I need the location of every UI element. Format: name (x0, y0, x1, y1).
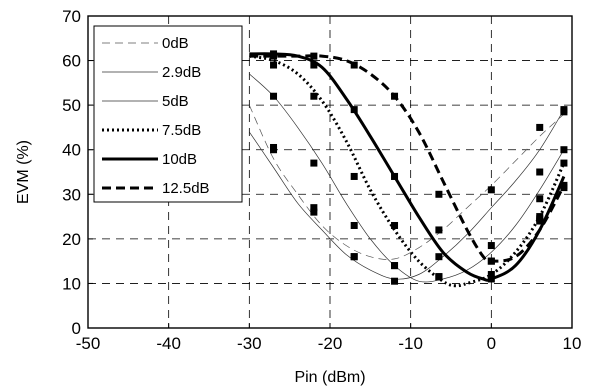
series-line-3 (249, 54, 566, 288)
legend-label: 0dB (162, 35, 189, 52)
x-tick-label: -40 (156, 334, 181, 353)
legend-label: 10dB (162, 151, 197, 168)
data-point-marker (536, 123, 544, 131)
data-point-marker (560, 146, 568, 154)
x-tick-label: -10 (398, 334, 423, 353)
data-point-marker (350, 221, 358, 229)
data-point-marker (560, 108, 568, 116)
data-point-marker (560, 184, 568, 192)
data-point-marker (310, 204, 318, 212)
data-point-marker (536, 217, 544, 225)
data-point-marker (487, 186, 495, 194)
tick-labels: -50 -40 -30 -20 -10 0 10 0 10 20 30 40 50 60 70 (62, 7, 581, 353)
data-point-marker (435, 253, 443, 261)
data-point-marker (350, 253, 358, 261)
series-line-4 (249, 52, 566, 282)
data-point-marker (536, 213, 544, 221)
series-line-5 (249, 54, 566, 263)
x-tick-label: -20 (318, 334, 343, 353)
data-point-marker (350, 61, 358, 69)
data-point-marker (435, 273, 443, 281)
data-point-marker (487, 242, 495, 250)
data-point-marker (310, 52, 318, 60)
y-tick-label: 50 (62, 96, 81, 115)
data-point-marker (487, 275, 495, 283)
y-tick-label: 40 (62, 141, 81, 160)
y-tick-label: 0 (72, 319, 81, 338)
data-point-marker (270, 50, 278, 58)
legend-label: 5dB (162, 93, 189, 110)
data-point-marker (435, 190, 443, 198)
y-tick-label: 30 (62, 185, 81, 204)
x-tick-label: -30 (237, 334, 262, 353)
data-point-marker (435, 226, 443, 234)
legend-label: 7.5dB (162, 122, 201, 139)
data-point-marker (270, 143, 278, 151)
data-point-marker (310, 208, 318, 216)
data-point-marker (560, 159, 568, 167)
data-point-marker (310, 92, 318, 100)
curve-layer (248, 52, 566, 288)
data-point-marker (487, 257, 495, 265)
series-line-1 (249, 109, 565, 280)
series-line-0 (248, 104, 565, 260)
x-tick-label: 10 (563, 334, 582, 353)
x-tick-label: 0 (487, 334, 496, 353)
data-point-marker (391, 221, 399, 229)
data-point-marker (310, 159, 318, 167)
y-tick-label: 70 (62, 7, 81, 26)
data-point-marker (391, 172, 399, 180)
data-point-marker (310, 61, 318, 69)
data-point-marker (391, 277, 399, 285)
legend-box (93, 25, 243, 203)
x-tick-label: -50 (76, 334, 101, 353)
data-point-marker (391, 92, 399, 100)
data-point-marker (536, 195, 544, 203)
series-line-2 (249, 73, 565, 283)
data-point-marker (536, 168, 544, 176)
y-tick-label: 60 (62, 52, 81, 71)
data-point-marker (391, 262, 399, 270)
data-point-marker (270, 61, 278, 69)
y-axis-title: EVM (%) (15, 140, 32, 204)
legend: 0dB 2.9dB 5dB 7.5dB 10dB 12.5dB (93, 25, 243, 203)
y-tick-label: 20 (62, 230, 81, 249)
data-point-marker (270, 92, 278, 100)
marker-layer (270, 50, 568, 285)
data-point-marker (487, 271, 495, 279)
x-axis-title: Pin (dBm) (294, 369, 365, 386)
data-point-marker (350, 106, 358, 114)
data-point-marker (350, 172, 358, 180)
legend-label: 2.9dB (162, 64, 201, 81)
y-tick-label: 10 (62, 274, 81, 293)
legend-label: 12.5dB (162, 180, 210, 197)
